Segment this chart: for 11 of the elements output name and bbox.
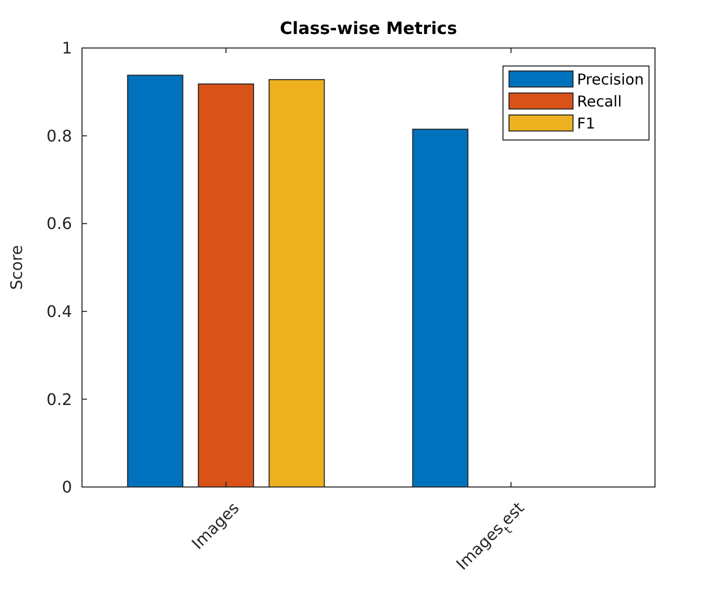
y-axis-title: Score [7,245,26,290]
legend-label: Precision [577,70,644,88]
y-tick-label: 0.4 [46,302,72,321]
legend-label: F1 [577,114,596,132]
chart-title: Class-wise Metrics [280,19,458,39]
y-tick-label: 1 [62,38,72,58]
legend-label: Recall [577,92,622,110]
y-tick-label: 0.6 [46,214,72,234]
y-tick-label: 0.2 [46,390,72,409]
y-tick-label: 0.8 [46,126,72,146]
y-tick-label: 0 [62,478,72,497]
